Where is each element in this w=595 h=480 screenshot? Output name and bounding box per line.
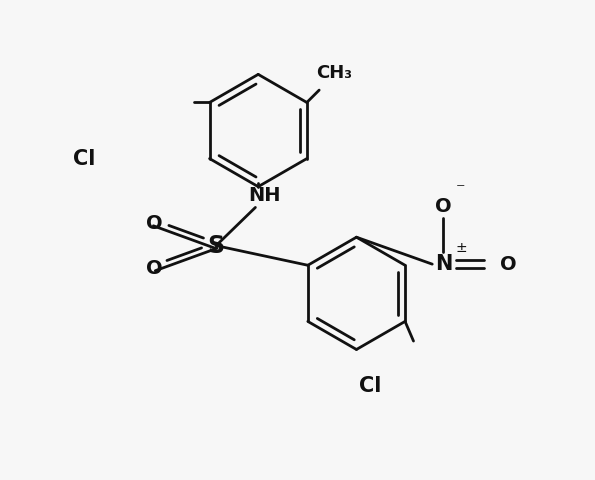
Text: N: N: [435, 254, 452, 274]
Text: S: S: [208, 234, 225, 258]
Text: Cl: Cl: [73, 149, 95, 168]
Text: CH₃: CH₃: [316, 64, 352, 82]
Text: Cl: Cl: [359, 376, 381, 396]
Text: NH: NH: [249, 186, 281, 204]
Text: ⁻: ⁻: [456, 181, 465, 200]
Text: ±: ±: [456, 241, 467, 255]
Text: O: O: [146, 259, 162, 277]
Text: O: O: [146, 214, 162, 233]
Text: O: O: [500, 255, 516, 274]
Text: O: O: [435, 197, 452, 216]
